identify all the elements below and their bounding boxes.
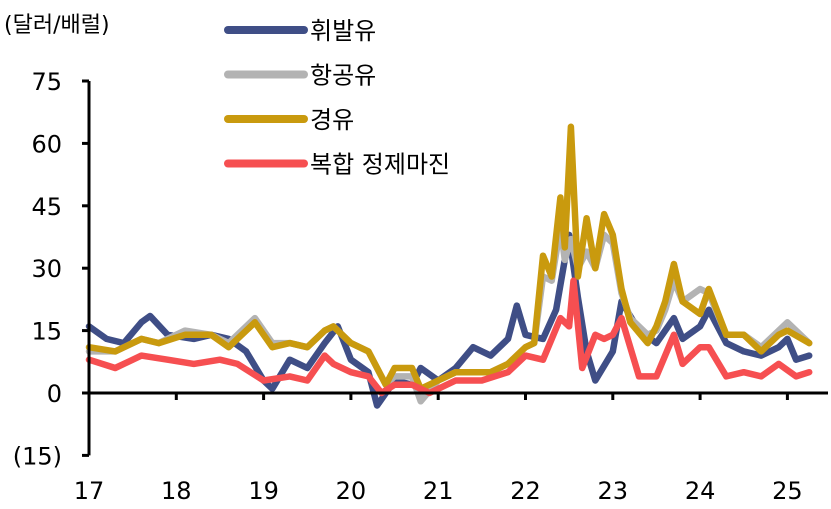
axes: 75 60 45 30 15 0 (15) 17 18 19 20 21 22 23 24 25 [13,68,828,505]
x-tick-label: 21 [423,477,454,505]
series-line-0 [85,231,813,409]
legend-label-0: 휘발유 [310,17,376,45]
x-tick-label: 18 [161,477,192,505]
series-lines [85,123,813,409]
x-tick-label: 20 [336,477,367,505]
y-unit-label: (달러/배럴) [4,13,110,38]
y-tick-label: 15 [31,318,62,346]
series-line-3 [85,277,813,397]
legend-label-1: 항공유 [310,62,376,90]
x-tick-label: 17 [74,477,105,505]
y-tick-label: (15) [13,442,62,470]
y-tick-label: 0 [47,380,62,408]
series-line-2 [85,123,813,393]
x-tick-label: 24 [685,477,716,505]
x-tick-label: 19 [248,477,279,505]
legend-label-3: 복합 정제마진 [310,151,450,179]
y-tick-label: 75 [31,68,62,96]
legend-label-2: 경유 [310,106,354,134]
y-tick-label: 60 [31,130,62,158]
x-tick-label: 23 [598,477,629,505]
x-tick-label: 22 [510,477,541,505]
y-tick-label: 30 [31,255,62,283]
y-tick-label: 45 [31,193,62,221]
x-tick-label: 25 [772,477,803,505]
